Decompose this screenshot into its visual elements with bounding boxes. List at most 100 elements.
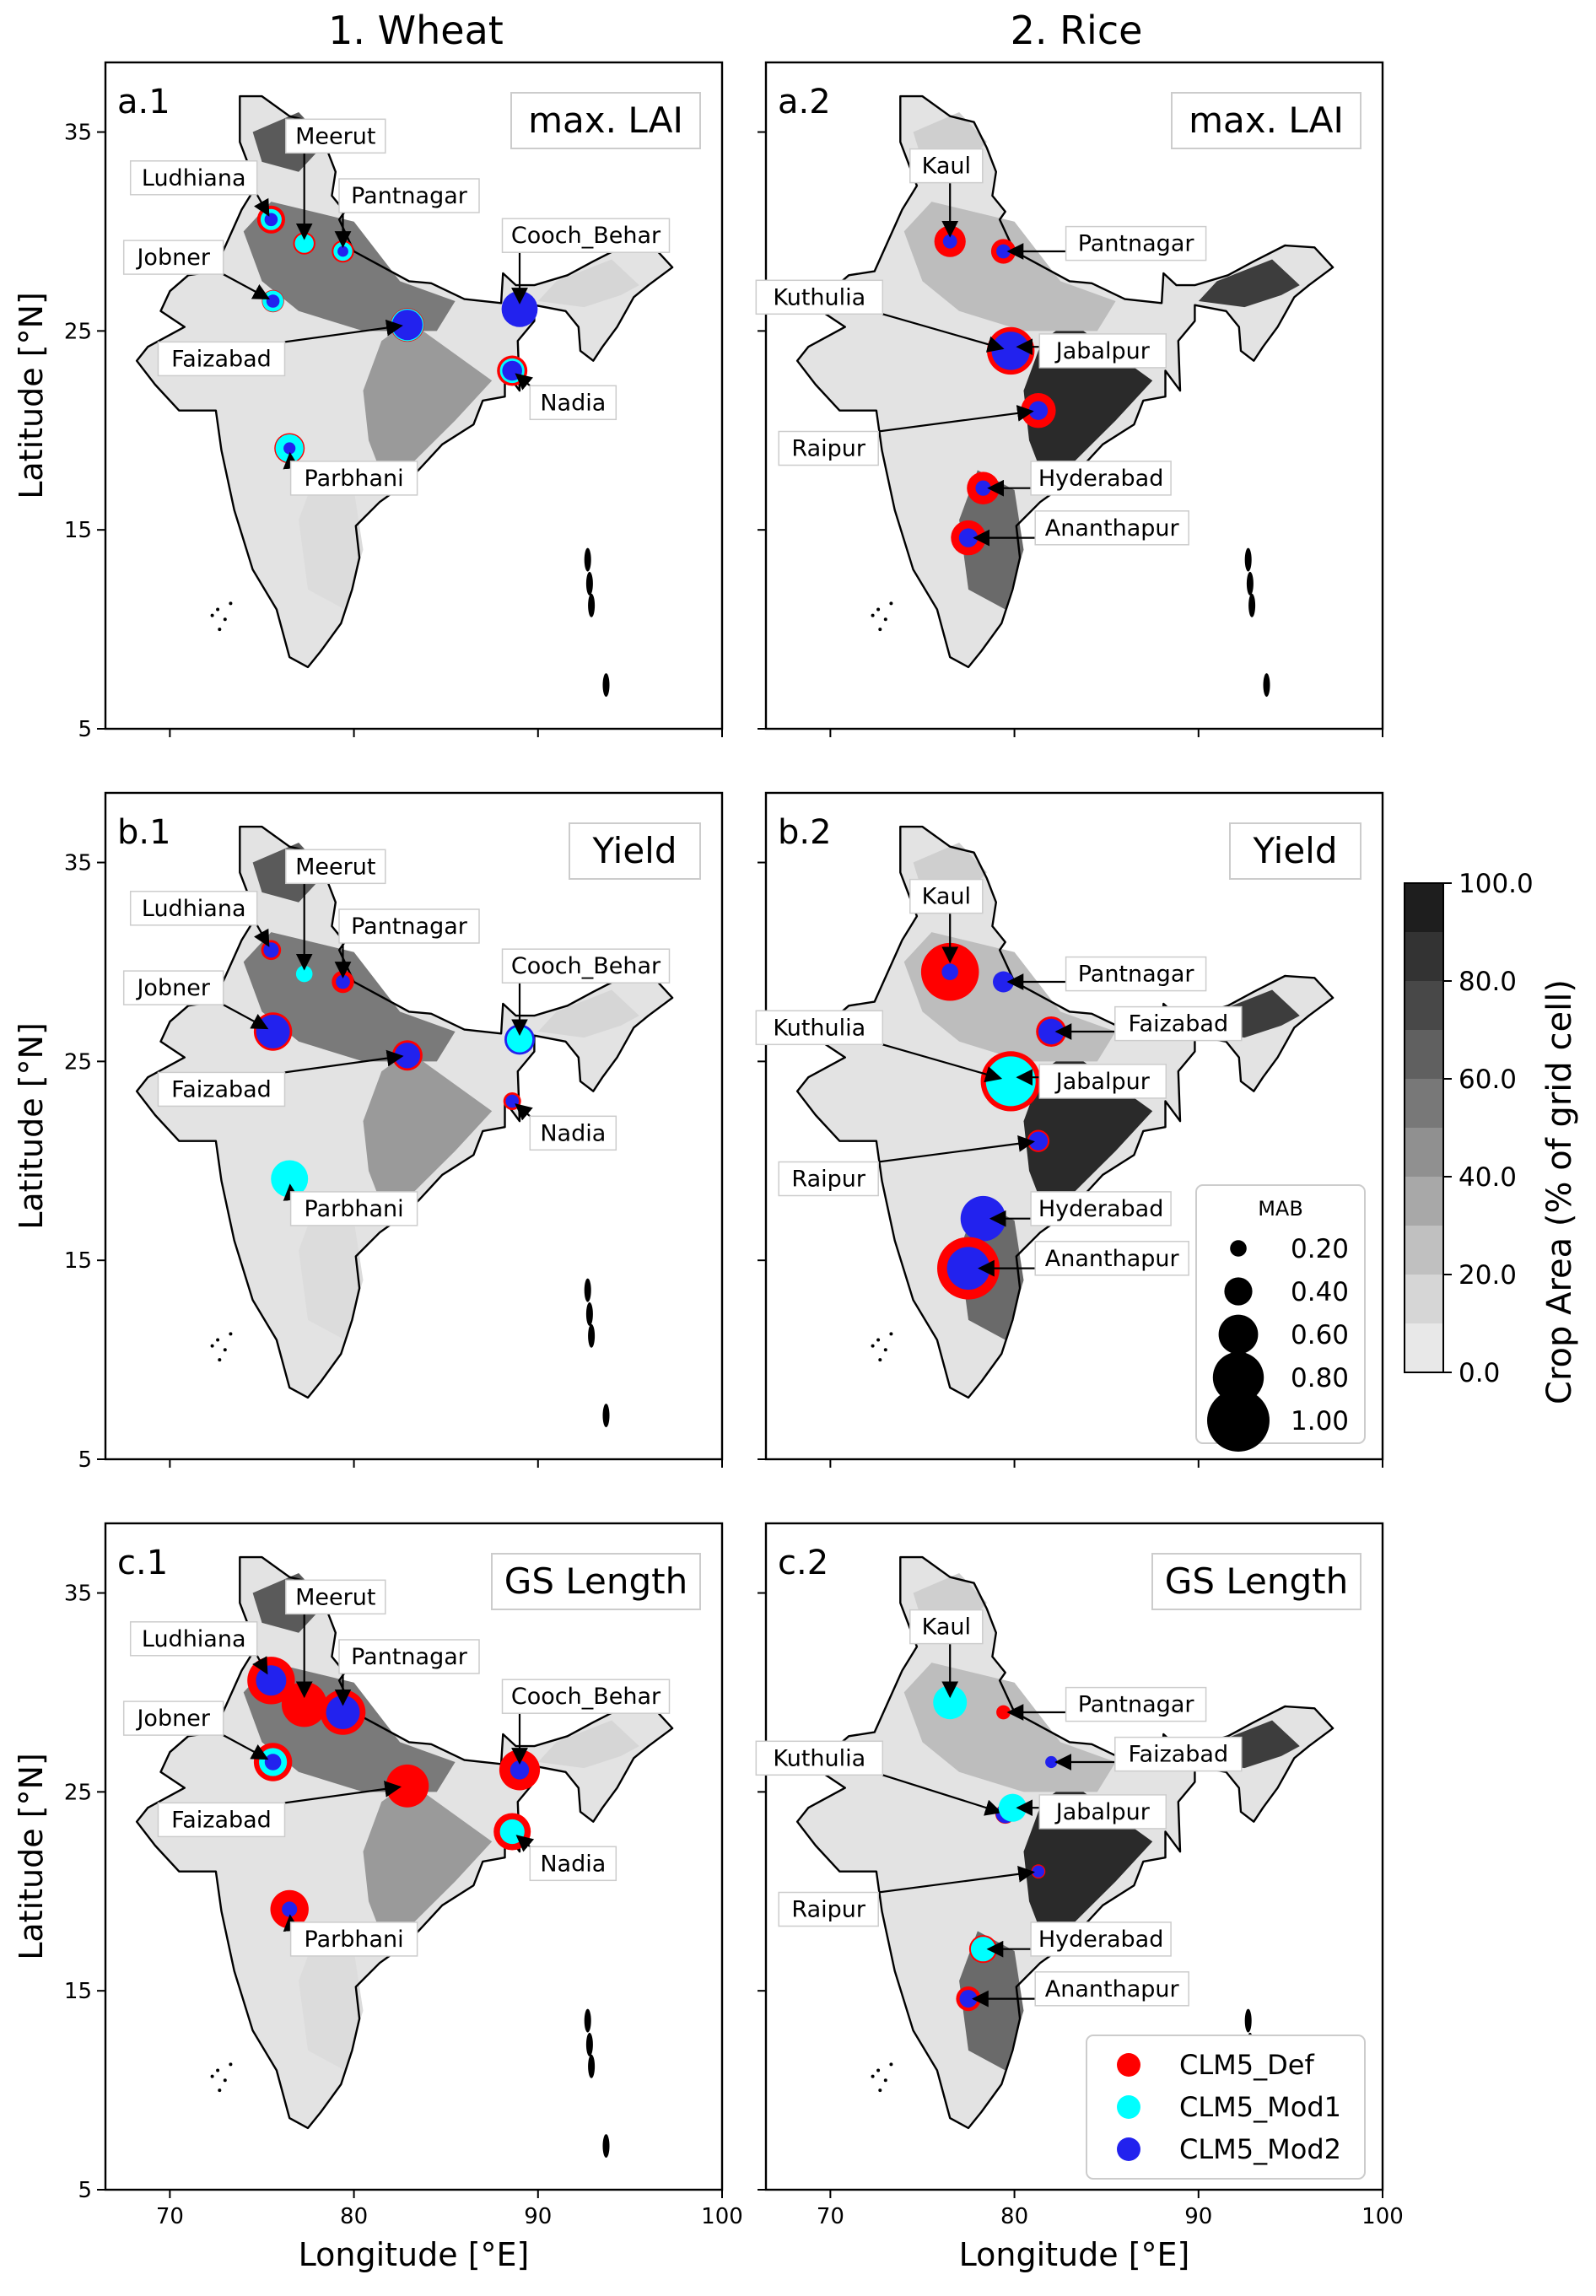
legend-size-marker <box>1230 1240 1247 1257</box>
site-arrow <box>254 194 270 217</box>
site-marker-kuthulia <box>985 1056 1036 1107</box>
legend-color-label: CLM5_Mod2 <box>1179 2133 1341 2165</box>
site-marker-pantnagar <box>996 1705 1011 1720</box>
site-marker-faizabad <box>391 310 423 341</box>
site-label: Pantnagar <box>1078 231 1195 257</box>
site-arrow <box>515 1103 533 1121</box>
site-label: Kaul <box>922 1614 971 1641</box>
site-label-box <box>1114 1005 1243 1042</box>
site-marker-hyderabad <box>975 480 991 496</box>
island-outline <box>876 2068 881 2072</box>
island-outline <box>871 1344 875 1348</box>
site-label: Raipur <box>791 1897 865 1923</box>
site-label-box <box>1030 461 1172 496</box>
site-label: Pantnagar <box>1078 1692 1195 1718</box>
site-arrow <box>284 1049 404 1074</box>
island-outline <box>1244 547 1252 572</box>
site-marker-hyderabad <box>960 1195 1006 1242</box>
legend-size-label: 0.20 <box>1291 1234 1349 1264</box>
panel-id: b.2 <box>778 813 832 852</box>
site-label-box <box>338 1639 480 1674</box>
crop-area-contour <box>959 1931 1024 2071</box>
colorbar-segment <box>1405 1030 1443 1079</box>
x-tick-label: 90 <box>524 2204 552 2229</box>
legend-frame <box>1086 2035 1366 2180</box>
island-outline <box>602 673 610 698</box>
crop-area-contour <box>299 470 364 610</box>
island-outline <box>878 2088 882 2093</box>
site-label-box <box>122 970 224 1005</box>
site-label-box <box>778 1161 879 1197</box>
site-marker-kaul <box>941 963 958 980</box>
site-label-box <box>289 1191 418 1226</box>
site-arrow <box>515 373 534 391</box>
island-outline <box>878 628 882 632</box>
colorbar-segment <box>1405 1079 1443 1128</box>
crop-area-contour <box>537 259 639 308</box>
panel-frame <box>104 1522 724 2191</box>
site-label: Jabalpur <box>1054 1799 1151 1825</box>
site-marker-ludhiana <box>256 1665 287 1696</box>
site-marker-faizabad <box>386 1764 429 1808</box>
colorbar-label: Crop Area (% of grid cell) <box>1540 979 1579 1404</box>
colorbar-tick-label: 60.0 <box>1459 1064 1517 1095</box>
site-arrow <box>252 1655 268 1675</box>
y-tick-label: 25 <box>64 319 92 344</box>
y-tick-label: 5 <box>78 717 92 742</box>
colorbar-tick-label: 20.0 <box>1459 1260 1517 1291</box>
x-tick-label: 100 <box>1361 2204 1404 2229</box>
y-tick-label: 5 <box>78 2178 92 2203</box>
site-label: Parbhani <box>305 1196 404 1222</box>
site-label: Parbhani <box>305 1927 404 1953</box>
site-label-box <box>909 1609 984 1645</box>
site-label-box <box>1065 1686 1207 1722</box>
metric-label: max. LAI <box>1189 100 1344 141</box>
island-outline <box>883 1348 887 1352</box>
map-panels: 35 25 15 5 Latitude [°N] a.1 max. LAI Ludhiana M… <box>13 61 1404 2273</box>
site-marker-faizabad <box>394 1043 421 1069</box>
site-marker-pantnagar <box>996 244 1011 259</box>
panel-c-1: 70 80 90 100 35 25 15 5 Latitude [°N] Longitude [… <box>13 1522 743 2273</box>
legend-color-marker <box>1117 2095 1140 2119</box>
site-label-box <box>501 1679 671 1714</box>
site-arrow <box>223 273 271 300</box>
panel-b-1: 35 25 15 5 Latitude [°N] b.1 Yield Ludhiana Meer… <box>13 791 724 1473</box>
model-color-legend: CLM5_Def CLM5_Mod1 CLM5_Mod2 <box>1086 2035 1366 2180</box>
site-label: Hyderabad <box>1038 1196 1164 1222</box>
island-outline <box>1263 673 1270 698</box>
island-outline <box>588 1323 596 1348</box>
island-outline <box>210 2074 214 2078</box>
metric-label: Yield <box>592 830 677 871</box>
site-label-box <box>1030 1191 1172 1226</box>
site-marker-kaul <box>942 234 957 249</box>
site-label-box <box>285 118 386 154</box>
site-label-box <box>1038 1794 1167 1830</box>
island-outline <box>584 1278 591 1302</box>
panel-frame <box>764 61 1384 730</box>
island-outline <box>229 601 233 606</box>
site-label-box <box>755 1010 884 1046</box>
site-label-box <box>338 908 480 944</box>
legend-color-marker <box>1117 2053 1140 2077</box>
site-marker-raipur <box>1032 1865 1044 1878</box>
site-arrow <box>223 1004 269 1030</box>
y-tick-label: 15 <box>64 1248 92 1274</box>
site-label-box <box>1038 333 1167 369</box>
site-label: Meerut <box>295 123 375 149</box>
panel-a-2: a.2 max. LAI Kaul Pantnagar Kuthulia Jabalpur… <box>755 61 1384 737</box>
site-label-box <box>1065 225 1207 261</box>
site-label-box <box>129 891 258 926</box>
island-outline <box>584 547 591 572</box>
x-tick-label: 80 <box>1000 2204 1028 2229</box>
site-arrow <box>882 1774 1002 1816</box>
site-label-box <box>501 218 671 253</box>
site-arrow <box>878 1135 1035 1163</box>
site-label: Hyderabad <box>1038 466 1164 492</box>
site-label: Meerut <box>295 854 375 880</box>
panel-frame <box>104 791 724 1461</box>
crop-area-contour <box>959 470 1024 610</box>
island-outline <box>584 2008 591 2033</box>
colorbar-segment <box>1405 883 1443 932</box>
island-outline <box>889 2062 893 2067</box>
site-label: Ludhiana <box>142 896 246 922</box>
